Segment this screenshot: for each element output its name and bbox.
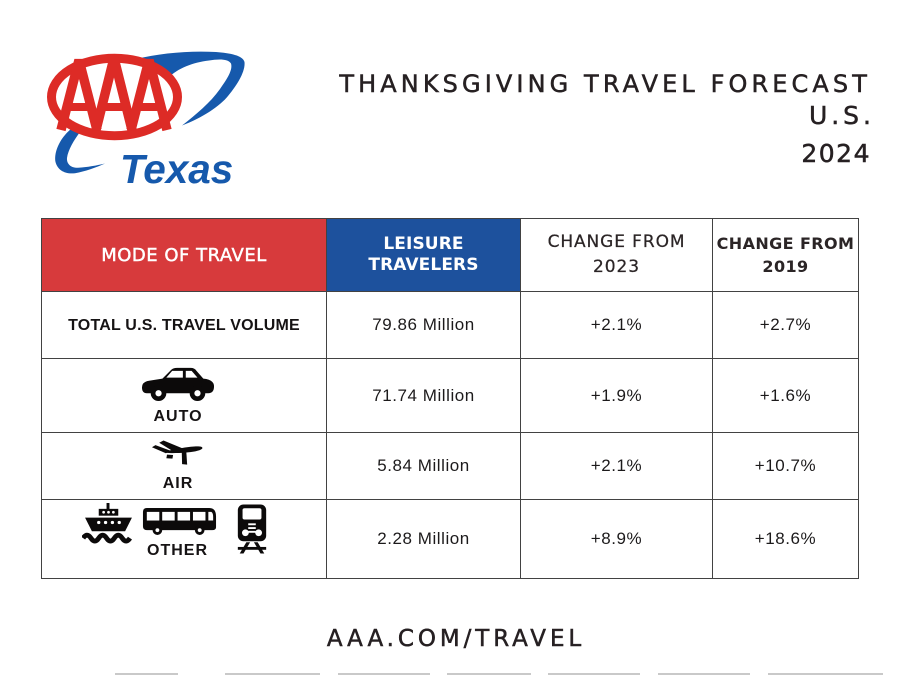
row-auto-travelers-cell: 71.74 Million — [326, 358, 520, 432]
row-other-change-2023: +8.9% — [590, 529, 643, 548]
row-air-travelers: 5.84 Million — [377, 456, 470, 475]
title-line-3: 2024 — [801, 139, 871, 169]
row-auto-mode-cell: AUTO — [42, 358, 326, 432]
logo-region-label: Texas — [120, 146, 233, 192]
travel-forecast-table: MODE OF TRAVEL LEISURE TRAVELERS CHANGE … — [41, 218, 859, 579]
row-other-travelers: 2.28 Million — [377, 529, 470, 548]
row-total-change2019-cell: +2.7% — [712, 291, 858, 358]
ship-icon — [82, 503, 133, 544]
row-air-change-2019: +10.7% — [754, 456, 817, 475]
row-total-mode-cell: TOTAL U.S. TRAVEL VOLUME — [42, 291, 326, 358]
row-total-change2023-cell: +2.1% — [520, 291, 712, 358]
row-total-change-2023: +2.1% — [590, 315, 643, 334]
row-other-label: OTHER — [147, 542, 208, 559]
aaa-monogram — [56, 56, 172, 132]
row-other-travelers-cell: 2.28 Million — [326, 499, 520, 578]
header-change-2023: CHANGE FROM 2023 — [520, 219, 712, 291]
row-other-change2023-cell: +8.9% — [520, 499, 712, 578]
row-other-change-2019: +18.6% — [754, 529, 817, 548]
row-auto-label: AUTO — [153, 408, 203, 425]
title-line-2: U.S. — [808, 101, 875, 131]
row-air-label: AIR — [162, 475, 194, 492]
plane-icon — [151, 440, 203, 465]
header-mode-of-travel: MODE OF TRAVEL — [42, 219, 326, 291]
header-change-2019: CHANGE FROM 2019 — [712, 219, 858, 291]
row-auto-change2019-cell: +1.6% — [712, 358, 858, 432]
page-title: THANKSGIVING TRAVEL FORECAST U.S. 2024 — [251, 69, 871, 176]
aaa-texas-logo: Texas — [47, 51, 245, 192]
header-leisure-travelers: LEISURE TRAVELERS — [326, 219, 520, 291]
bus-icon — [142, 508, 217, 535]
row-total-travelers: 79.86 Million — [372, 315, 475, 334]
row-total-label: TOTAL U.S. TRAVEL VOLUME — [68, 316, 300, 334]
row-other-mode-cell: OTHER — [42, 499, 326, 578]
row-air-change-2023: +2.1% — [590, 456, 643, 475]
row-air-travelers-cell: 5.84 Million — [326, 432, 520, 499]
title-line-1: THANKSGIVING TRAVEL FORECAST — [339, 70, 871, 99]
row-auto-change2023-cell: +1.9% — [520, 358, 712, 432]
row-air-mode-cell: AIR — [42, 432, 326, 499]
row-air-change2023-cell: +2.1% — [520, 432, 712, 499]
row-air-change2019-cell: +10.7% — [712, 432, 858, 499]
footer-url: AAA.COM/TRAVEL — [326, 625, 586, 652]
row-auto-travelers: 71.74 Million — [372, 385, 475, 405]
row-auto-change-2019: +1.6% — [759, 385, 812, 405]
row-other-change2019-cell: +18.6% — [712, 499, 858, 578]
row-total-change-2019: +2.7% — [759, 315, 812, 334]
car-icon — [141, 367, 215, 402]
train-icon — [237, 504, 267, 554]
row-total-travelers-cell: 79.86 Million — [326, 291, 520, 358]
row-auto-change-2023: +1.9% — [590, 385, 643, 405]
